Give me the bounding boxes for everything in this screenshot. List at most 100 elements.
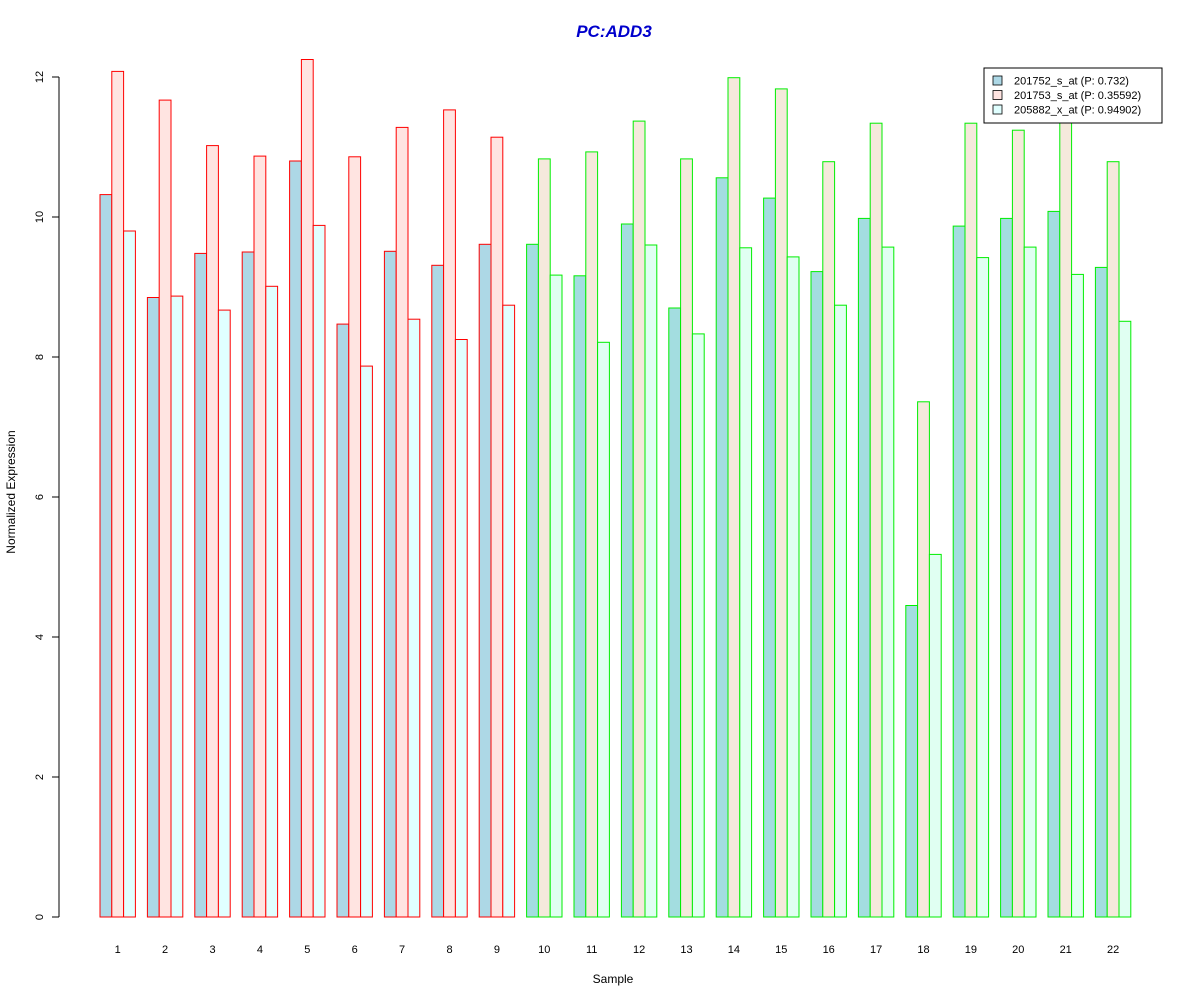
x-tick-label: 17 bbox=[870, 944, 882, 956]
bar bbox=[348, 156, 362, 918]
bar bbox=[715, 177, 729, 918]
bar bbox=[1023, 246, 1037, 918]
x-tick-label: 1 bbox=[115, 944, 121, 956]
bar bbox=[727, 77, 741, 918]
bar bbox=[822, 161, 836, 918]
bar bbox=[407, 318, 421, 918]
bar bbox=[597, 341, 610, 918]
bar bbox=[123, 230, 136, 918]
bar bbox=[585, 151, 599, 918]
y-tick-label: 10 bbox=[34, 211, 46, 223]
bar bbox=[111, 70, 125, 918]
bar bbox=[668, 307, 682, 918]
legend-swatch bbox=[992, 75, 1003, 86]
bar bbox=[964, 122, 978, 918]
bar bbox=[691, 333, 705, 918]
bar-group-container bbox=[99, 59, 1132, 918]
bar bbox=[1047, 210, 1061, 918]
bar bbox=[395, 126, 409, 918]
bar bbox=[869, 122, 883, 918]
y-tick-label: 2 bbox=[34, 774, 46, 780]
bar bbox=[632, 120, 646, 918]
bar bbox=[336, 323, 350, 918]
bar bbox=[620, 223, 634, 918]
x-tick-label: 21 bbox=[1060, 944, 1072, 956]
legend: 201752_s_at (P: 0.732) 201753_s_at (P: 0.… bbox=[983, 67, 1163, 124]
bar bbox=[739, 247, 753, 918]
x-axis-label: Sample bbox=[593, 972, 634, 986]
legend-swatch bbox=[992, 104, 1003, 115]
x-tick-label: 16 bbox=[823, 944, 835, 956]
bar bbox=[99, 194, 113, 918]
bar bbox=[680, 158, 693, 918]
x-tick-label: 22 bbox=[1107, 944, 1119, 956]
x-tick-label: 13 bbox=[680, 944, 692, 956]
bar bbox=[774, 88, 788, 918]
x-tick-label: 19 bbox=[965, 944, 977, 956]
bar bbox=[1106, 161, 1120, 918]
x-tick-label: 14 bbox=[728, 944, 740, 956]
bar bbox=[217, 309, 231, 918]
bar bbox=[857, 217, 871, 918]
y-axis: 0 2 4 6 8 10 12 bbox=[34, 71, 60, 920]
bar bbox=[834, 304, 847, 918]
bar bbox=[383, 250, 397, 918]
x-tick-label: 15 bbox=[775, 944, 787, 956]
bar bbox=[478, 243, 492, 918]
bar bbox=[928, 553, 942, 918]
bar bbox=[763, 197, 776, 918]
y-tick-label: 0 bbox=[34, 914, 46, 920]
x-tick-label: 6 bbox=[352, 944, 358, 956]
y-tick-label: 4 bbox=[34, 634, 46, 640]
bar bbox=[881, 246, 895, 918]
bar bbox=[300, 59, 314, 918]
legend-label: 201753_s_at (P: 0.35592) bbox=[1014, 90, 1141, 102]
bar bbox=[952, 225, 966, 918]
bar bbox=[265, 285, 279, 918]
bar bbox=[1011, 129, 1025, 918]
bar bbox=[917, 401, 930, 918]
bar bbox=[549, 274, 563, 918]
bar bbox=[526, 243, 539, 918]
bar bbox=[1059, 121, 1073, 918]
bar bbox=[502, 304, 516, 918]
bar bbox=[360, 365, 373, 918]
bar bbox=[170, 295, 184, 918]
x-tick-label: 12 bbox=[633, 944, 645, 956]
x-tick-label: 4 bbox=[257, 944, 263, 956]
bar bbox=[289, 160, 302, 918]
bar bbox=[1071, 273, 1084, 918]
x-tick-label: 20 bbox=[1012, 944, 1024, 956]
chart-title: PC:ADD3 bbox=[576, 22, 652, 41]
bar bbox=[241, 251, 255, 918]
legend-label: 205882_x_at (P: 0.94902) bbox=[1014, 105, 1141, 117]
bar bbox=[194, 252, 208, 918]
bar bbox=[573, 275, 587, 918]
bar bbox=[905, 605, 919, 918]
bar bbox=[1000, 217, 1013, 918]
bar bbox=[1118, 320, 1132, 918]
bar bbox=[786, 256, 800, 918]
bar bbox=[810, 271, 824, 918]
bar bbox=[454, 339, 468, 918]
y-tick-label: 8 bbox=[34, 354, 46, 360]
bar bbox=[312, 224, 326, 918]
bar bbox=[490, 136, 504, 918]
x-tick-label: 18 bbox=[917, 944, 929, 956]
x-tick-label: 3 bbox=[209, 944, 215, 956]
y-tick-label: 12 bbox=[34, 71, 46, 83]
bar bbox=[644, 244, 658, 918]
bar bbox=[976, 257, 990, 918]
legend-swatch bbox=[992, 90, 1003, 100]
x-tick-label: 11 bbox=[586, 944, 597, 956]
x-tick-label: 5 bbox=[304, 944, 310, 956]
bar bbox=[443, 109, 456, 918]
bar bbox=[253, 155, 267, 918]
y-axis-label: Normalized Expression bbox=[4, 430, 18, 553]
bar bbox=[206, 145, 219, 918]
x-tick-label: 8 bbox=[446, 944, 452, 956]
bar bbox=[146, 297, 160, 918]
x-tick-labels: 1 2 3 4 5 6 7 8 9 10 11 12 13 14 15 16 17 18 19 20 21 22 bbox=[115, 944, 1120, 956]
bar bbox=[158, 99, 172, 918]
